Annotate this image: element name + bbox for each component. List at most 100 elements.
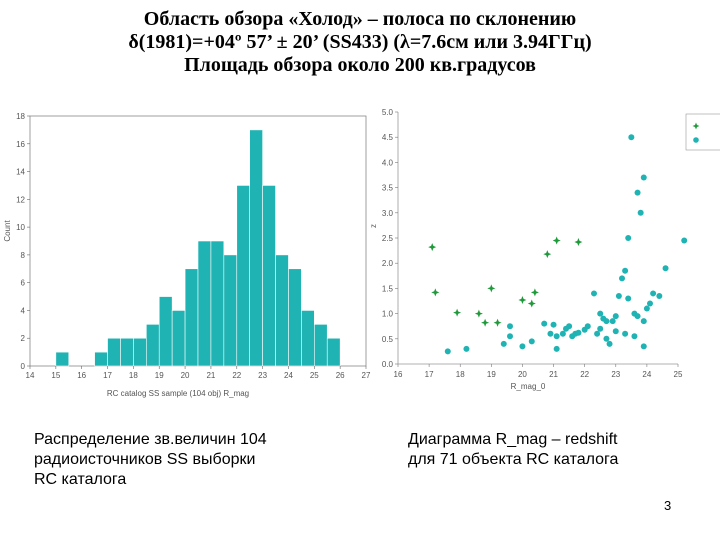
x-axis-label: R_mag_0 (511, 382, 546, 391)
y-tick-label: 18 (16, 112, 25, 121)
scatter-point-star (431, 288, 440, 297)
scatter-point-star (552, 236, 561, 245)
x-tick-label: 18 (129, 371, 138, 380)
y-tick-label: 2 (21, 334, 26, 343)
scatter-point-circle (500, 340, 507, 347)
scatter-point-circle (619, 275, 625, 282)
y-tick-label: 12 (16, 195, 25, 204)
x-tick-label: 16 (394, 370, 403, 379)
x-tick-label: 25 (310, 371, 319, 380)
legend-circle-marker (693, 137, 699, 143)
scatter-point-circle (625, 235, 632, 241)
scatter-point-circle (625, 295, 632, 302)
scatter-point-star (543, 250, 552, 259)
y-tick-label: 16 (16, 140, 25, 149)
histogram-bar (326, 337, 341, 367)
scatter-point-circle (628, 134, 635, 141)
x-tick-label: 20 (518, 370, 527, 379)
scatter-point-star (481, 318, 490, 327)
scatter-point-circle (640, 174, 647, 181)
y-tick-label: 4.0 (382, 158, 394, 167)
x-tick-label: 14 (26, 371, 35, 380)
scatter-point-star (518, 296, 527, 304)
scatter-point-circle (662, 265, 669, 272)
scatter-point-circle (615, 292, 622, 299)
scatter-point-circle (553, 333, 560, 340)
y-axis-label: z (369, 224, 378, 228)
y-tick-label: 1.0 (382, 310, 394, 319)
scatter-point-circle (575, 329, 582, 336)
y-tick-label: 1.5 (382, 284, 394, 293)
x-tick-label: 20 (181, 371, 190, 380)
caption-right: Диаграмма R_mag – redshift для 71 объект… (408, 430, 618, 470)
scatter-point-star (487, 284, 496, 293)
y-tick-label: 2.0 (382, 259, 394, 268)
scatter-point-circle (584, 323, 591, 330)
x-tick-label: 17 (425, 370, 434, 379)
scatter-point-circle (622, 267, 629, 274)
scatter-point-star (474, 309, 483, 318)
y-tick-label: 0.5 (382, 335, 394, 344)
scatter-point-circle (640, 318, 647, 325)
x-tick-label: 23 (258, 371, 267, 380)
y-tick-label: 5.0 (382, 108, 394, 117)
scatter-point-circle (606, 340, 613, 347)
title-line-2: δ(1981)=+04º 57’ ± 20’ (SS433) (λ=7.6см … (128, 31, 592, 53)
x-tick-label: 24 (284, 371, 293, 380)
y-tick-label: 4 (21, 306, 26, 315)
y-tick-label: 2.5 (382, 234, 394, 243)
scatter-point-circle (647, 300, 653, 307)
scatter-point-circle (550, 321, 557, 328)
scatter-point-circle (519, 343, 526, 350)
scatter-point-circle (640, 343, 647, 350)
x-tick-label: 18 (456, 370, 465, 379)
scatter-point-circle (631, 333, 638, 340)
caption-right-line-1: Диаграмма R_mag – redshift (408, 431, 618, 448)
scatter-point-circle (643, 305, 650, 312)
scatter-point-circle (603, 318, 610, 325)
scatter-legend (685, 113, 720, 151)
scatter-point-circle (656, 292, 663, 299)
y-tick-label: 3.0 (382, 209, 394, 218)
scatter-point-circle (559, 330, 566, 337)
scatter-point-circle (634, 189, 641, 196)
y-tick-label: 4.5 (382, 133, 394, 142)
x-tick-label: 23 (611, 370, 620, 379)
x-tick-label: 21 (206, 371, 215, 380)
scatter-point-circle (603, 335, 610, 342)
scatter-point-circle (637, 209, 644, 216)
x-tick-label: 22 (232, 371, 241, 380)
scatter-point-star (453, 308, 462, 317)
caption-left-line-3: RC каталога (34, 471, 127, 488)
y-axis-label: Count (3, 220, 12, 242)
x-tick-label: 27 (362, 371, 371, 380)
scatter-point-circle (597, 310, 604, 317)
y-tick-label: 8 (21, 251, 26, 260)
scatter-point-circle (507, 333, 513, 340)
scatter-point-circle (594, 330, 601, 337)
legend-star-marker (692, 122, 700, 130)
x-tick-label: 15 (51, 371, 60, 380)
caption-left-line-2: радиоисточников SS выборки (34, 451, 256, 468)
x-tick-label: 19 (487, 370, 496, 379)
x-tick-label: 25 (674, 370, 683, 379)
scatter-point-star (530, 288, 539, 297)
x-tick-label: 22 (580, 370, 589, 379)
scatter-point-star (493, 318, 502, 327)
slide-title: Область обзора «Холод» – полоса по склон… (0, 8, 720, 77)
caption-left: Распределение зв.величин 104 радиоисточн… (34, 430, 267, 490)
x-tick-label: 21 (549, 370, 558, 379)
page-number: 3 (664, 498, 672, 513)
scatter-point-star (574, 238, 583, 246)
scatter-point-circle (528, 338, 535, 345)
x-axis-label: RC catalog SS sample (104 obj) R_mag (107, 389, 249, 398)
title-line-1: Область обзора «Холод» – полоса по склон… (143, 8, 577, 30)
caption-left-line-1: Распределение зв.величин 104 (34, 431, 267, 448)
scatter-point-circle (650, 290, 657, 297)
histogram-bar (55, 351, 70, 367)
y-tick-label: 14 (16, 168, 25, 177)
y-tick-label: 3.5 (382, 184, 394, 193)
scatter-point-circle (612, 328, 619, 335)
legend-box (685, 113, 720, 151)
scatter-point-circle (553, 345, 560, 352)
